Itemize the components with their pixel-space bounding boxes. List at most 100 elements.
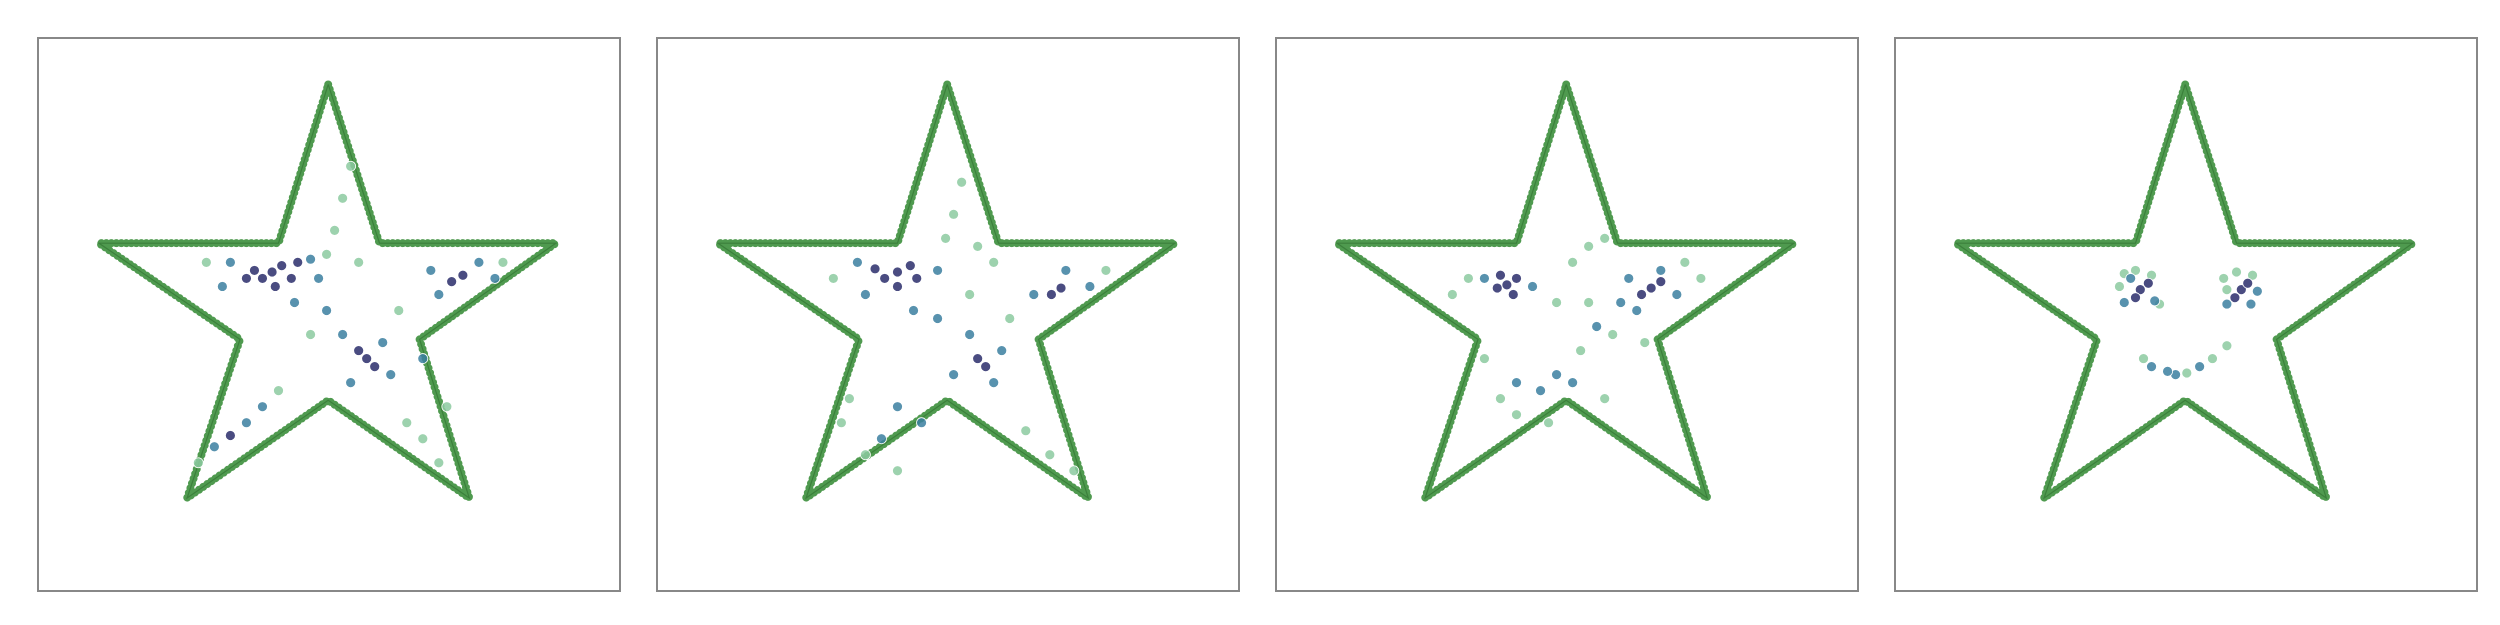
point xyxy=(433,457,445,469)
point xyxy=(2231,266,2242,278)
point xyxy=(964,329,976,340)
point xyxy=(948,369,960,381)
point xyxy=(329,224,341,236)
point xyxy=(369,361,381,372)
point xyxy=(876,433,887,445)
point xyxy=(1511,273,1522,284)
point xyxy=(2149,295,2161,307)
point xyxy=(940,232,951,244)
point xyxy=(1462,273,1474,284)
point xyxy=(908,305,919,316)
point xyxy=(980,361,992,372)
point xyxy=(852,257,863,268)
point xyxy=(1655,265,1667,276)
point xyxy=(321,305,332,316)
point xyxy=(948,208,960,220)
point xyxy=(1527,281,1538,292)
point xyxy=(2130,265,2141,276)
point xyxy=(192,457,204,469)
point xyxy=(1479,353,1490,364)
point xyxy=(401,417,413,429)
point xyxy=(1599,393,1611,405)
point xyxy=(988,377,1000,389)
point xyxy=(1645,282,1657,294)
panel-frame xyxy=(1275,37,1859,592)
panel xyxy=(656,37,1240,592)
point xyxy=(1491,282,1503,294)
point xyxy=(1607,329,1619,340)
point xyxy=(2242,277,2254,289)
point xyxy=(911,273,923,284)
point xyxy=(916,417,927,429)
point xyxy=(1631,305,1643,316)
point xyxy=(1004,313,1016,324)
point xyxy=(1044,449,1056,461)
point xyxy=(433,289,445,300)
point xyxy=(353,345,365,356)
point xyxy=(266,266,278,278)
point xyxy=(2162,366,2173,377)
point xyxy=(892,281,903,292)
star-outline-edge xyxy=(1334,84,1796,500)
star-outline-edge xyxy=(1953,84,2415,500)
point xyxy=(1551,297,1562,308)
point xyxy=(1055,282,1067,294)
point xyxy=(892,401,903,413)
point xyxy=(257,273,268,284)
point xyxy=(224,257,236,268)
point xyxy=(1671,289,1683,300)
point xyxy=(2229,292,2241,304)
point xyxy=(2218,273,2230,284)
panel xyxy=(1275,37,1859,592)
point xyxy=(2221,284,2233,296)
point xyxy=(2194,361,2206,372)
point xyxy=(292,257,304,268)
point xyxy=(289,297,300,308)
point xyxy=(2130,292,2141,304)
panel xyxy=(37,37,621,592)
point xyxy=(345,377,357,389)
point xyxy=(1679,257,1691,268)
point xyxy=(904,260,916,272)
point xyxy=(208,441,220,453)
panel-frame xyxy=(656,37,1240,592)
point xyxy=(1583,297,1595,308)
point xyxy=(337,192,349,204)
point xyxy=(417,433,429,445)
point xyxy=(1551,369,1562,381)
point xyxy=(1567,257,1579,268)
point xyxy=(1495,269,1506,281)
point xyxy=(216,281,228,292)
point xyxy=(1511,377,1522,389)
point xyxy=(1623,273,1635,284)
point xyxy=(273,385,284,397)
point xyxy=(305,253,316,265)
point xyxy=(860,289,871,300)
point xyxy=(879,273,891,284)
point xyxy=(1046,289,1057,300)
point xyxy=(1501,279,1513,291)
point xyxy=(425,265,437,276)
point xyxy=(393,305,405,316)
point xyxy=(1507,289,1519,300)
point xyxy=(1615,297,1627,308)
point xyxy=(1575,345,1587,356)
point xyxy=(2221,298,2233,310)
point xyxy=(257,401,268,413)
point xyxy=(972,353,984,364)
point xyxy=(1020,425,1032,437)
point xyxy=(441,401,453,413)
point xyxy=(1100,265,1112,276)
point xyxy=(860,449,871,461)
point xyxy=(869,263,881,275)
point xyxy=(2247,269,2258,281)
point xyxy=(241,417,252,429)
point xyxy=(932,265,943,276)
point xyxy=(972,240,984,252)
point xyxy=(1495,393,1506,405)
point xyxy=(1084,281,1096,292)
point xyxy=(285,273,297,284)
point xyxy=(2235,284,2247,296)
point xyxy=(2221,340,2233,352)
